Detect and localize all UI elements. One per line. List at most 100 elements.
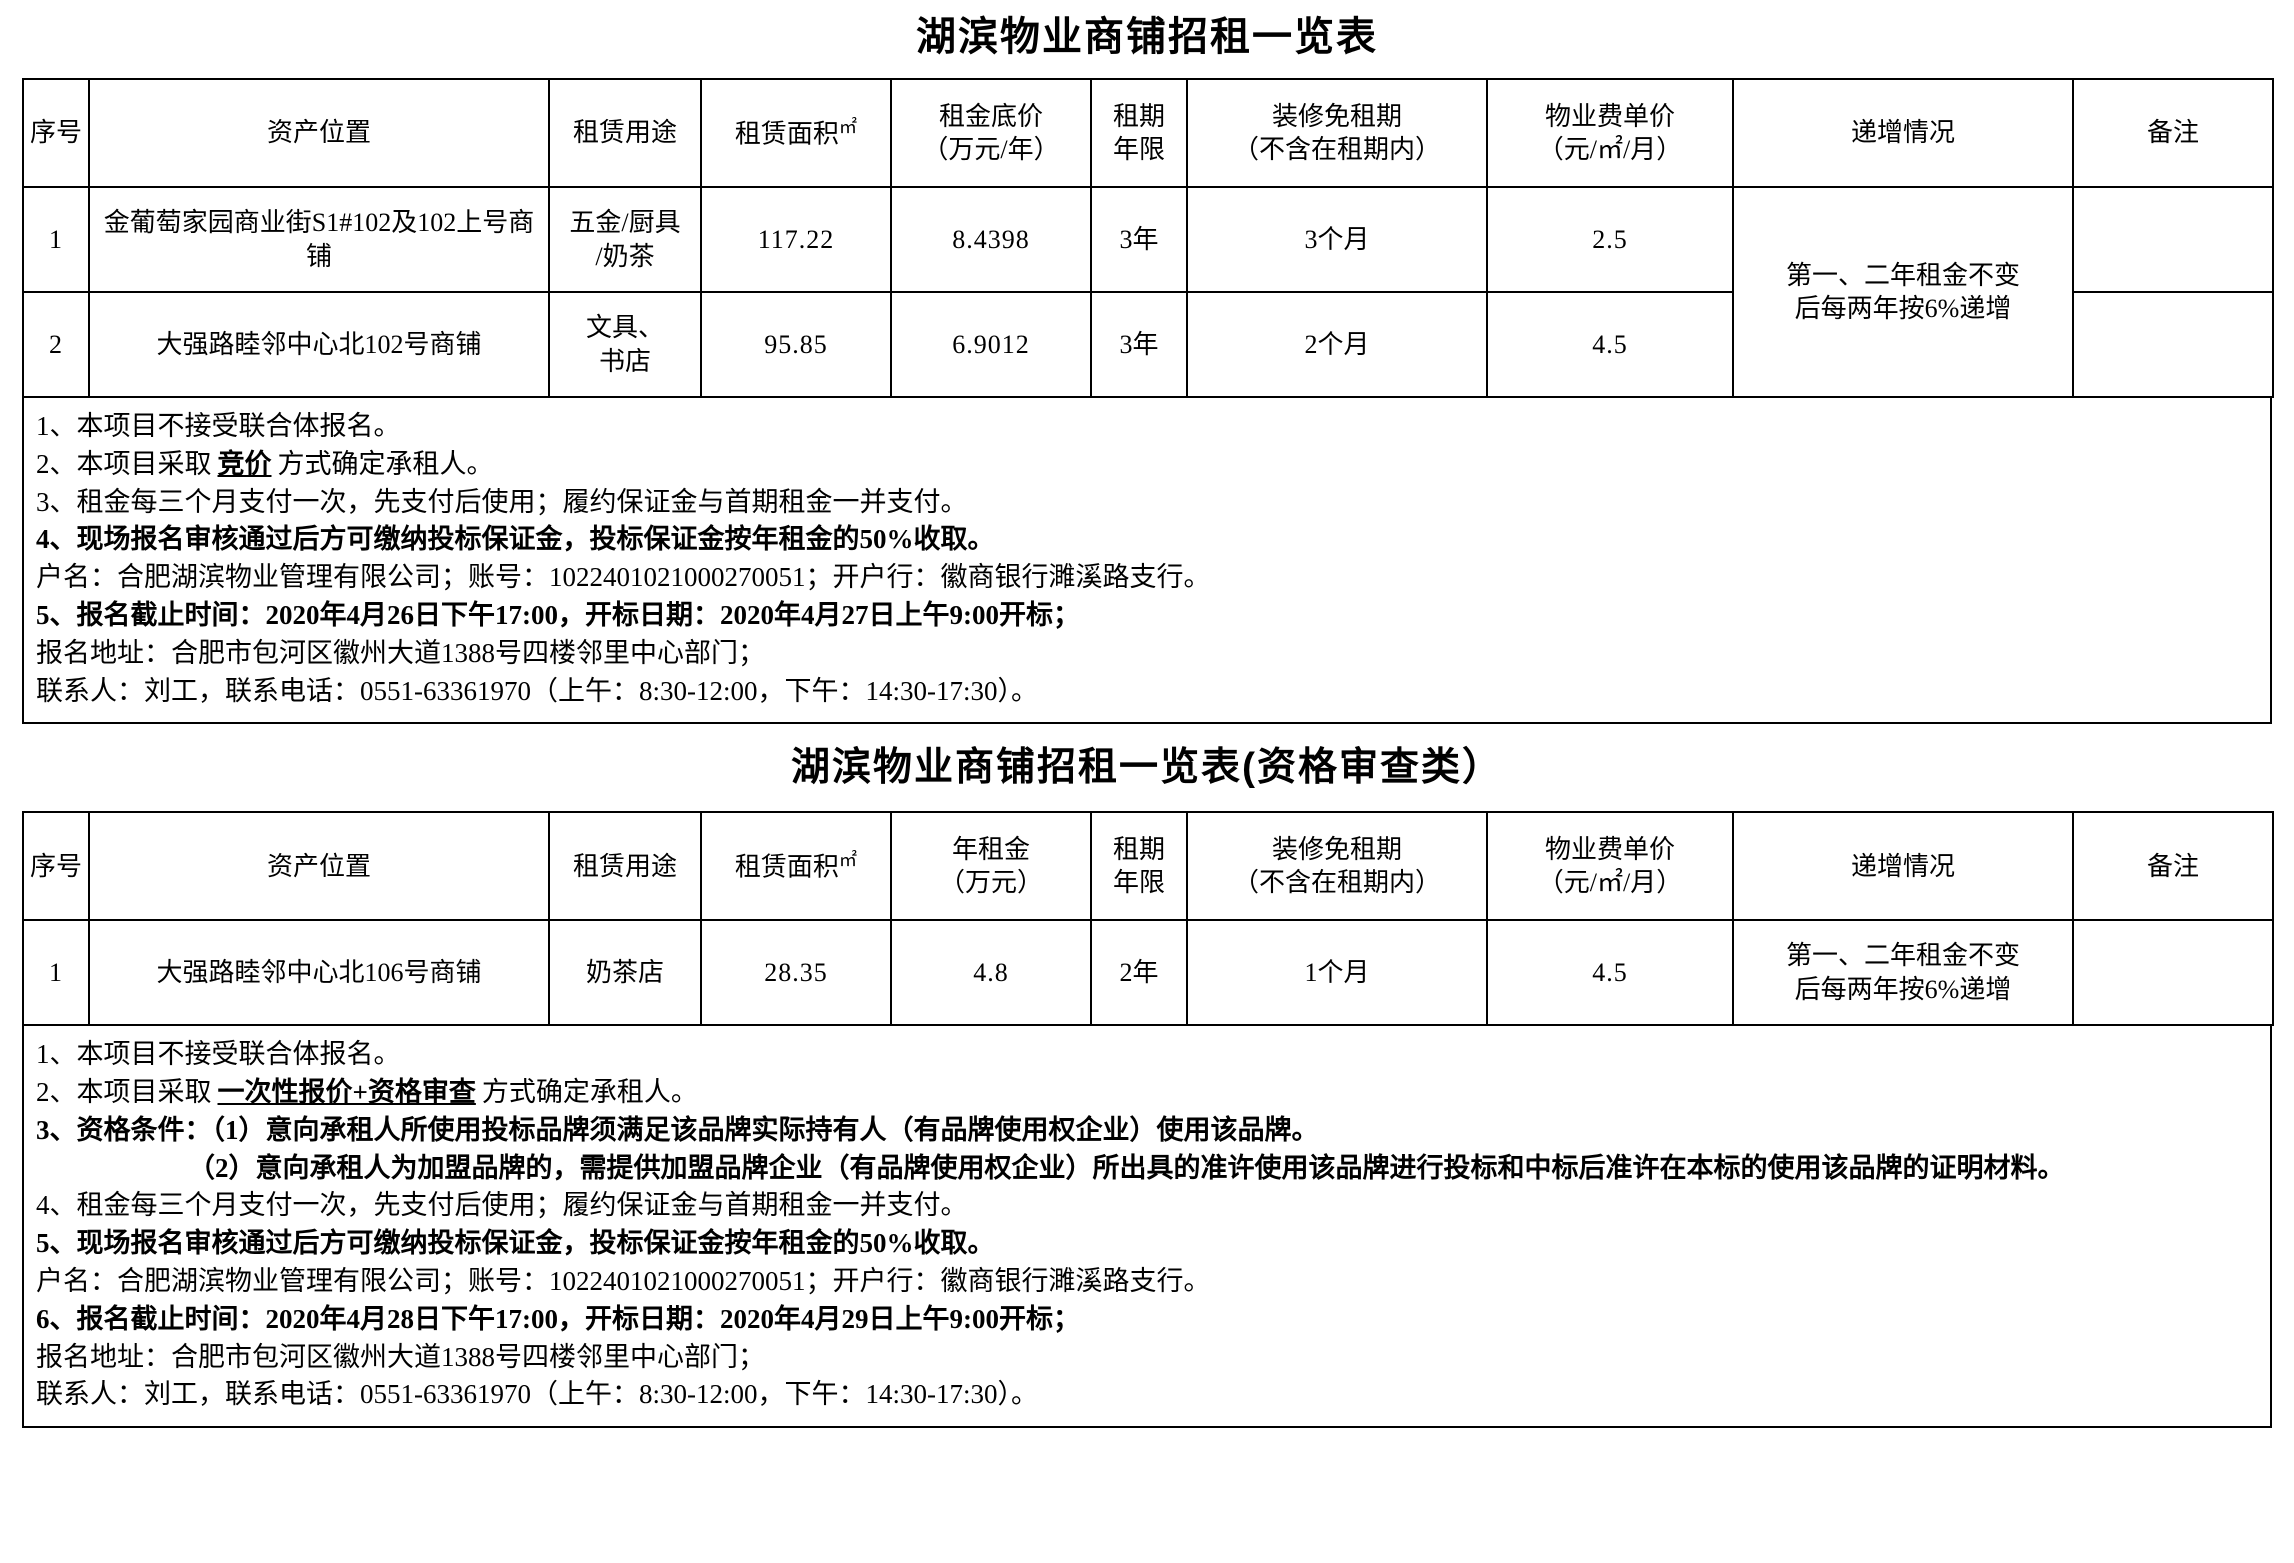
note-line: 4、现场报名审核通过后方可缴纳投标保证金，投标保证金按年租金的50%收取。 [36, 524, 995, 555]
th-free-period: 装修免租期 （不含在租期内） [1186, 78, 1488, 188]
th-rent-line2: （万元） [938, 868, 1043, 898]
note-line: 5、报名截止时间：2020年4月26日下午17:00，开标日期：2020年4月2… [36, 599, 1080, 630]
th-term-line1: 租期 [1112, 834, 1165, 864]
cell-use: 奶茶店 [548, 919, 702, 1027]
th-fee-line1: 物业费单价 [1544, 834, 1675, 864]
cell-increase-merged: 第一、二年租金不变 后每两年按6%递增 [1732, 186, 2074, 398]
note-suffix: 方式确定承租人。 [277, 448, 494, 479]
th-fee-line1: 物业费单价 [1544, 101, 1675, 131]
th-rent-line1: 年租金 [951, 834, 1030, 864]
cell-remark [2072, 919, 2274, 1027]
th-rent: 年租金 （万元） [890, 811, 1092, 922]
note-prefix: 2、本项目采取 [36, 448, 212, 479]
th-area: 租赁面积㎡ [700, 811, 892, 922]
th-location: 资产位置 [88, 811, 550, 922]
cell-increase-line1: 第一、二年租金不变 [1785, 941, 2020, 971]
note-line: 报名地址：合肥市包河区徽州大道1388号四楼邻里中心部门； [36, 1341, 765, 1372]
th-term-line2: 年限 [1112, 868, 1165, 898]
cell-area: 95.85 [700, 291, 892, 398]
th-rent-line2: （万元/年） [922, 135, 1060, 164]
cell-area: 28.35 [700, 919, 892, 1027]
cell-remark [2072, 291, 2274, 398]
note-line: 2、本项目采取 竞价 方式确定承租人。 [36, 446, 2258, 484]
cell-use-line1: 五金/厨具 [569, 208, 681, 238]
th-area-label: 租赁面积 [734, 852, 839, 882]
note-line: 3、资格条件：（1）意向承租人所使用投标品牌须满足该品牌实际持有人（有品牌使用权… [36, 1114, 1319, 1145]
note-underlined-method: 竞价 [217, 448, 272, 479]
note-line: （2）意向承租人为加盟品牌的，需提供加盟品牌企业（有品牌使用权企业）所出具的准许… [188, 1152, 2065, 1183]
th-term: 租期 年限 [1090, 78, 1188, 188]
th-area-unit: ㎡ [838, 116, 858, 137]
notes-block-2: 1、本项目不接受联合体报名。 2、本项目采取 一次性报价+资格审查 方式确定承租人。… [22, 1026, 2272, 1429]
th-no: 序号 [22, 78, 90, 188]
th-free-line2: （不含在租期内） [1232, 135, 1441, 164]
note-line: 6、报名截止时间：2020年4月28日下午17:00，开标日期：2020年4月2… [36, 1303, 1080, 1334]
th-area-unit: ㎡ [838, 849, 858, 870]
cell-use: 五金/厨具/奶茶 [548, 186, 702, 293]
th-remark: 备注 [2072, 811, 2274, 922]
cell-use-line2: 书店 [598, 346, 651, 376]
notes-block-1: 1、本项目不接受联合体报名。 2、本项目采取 竞价 方式确定承租人。 3、租金每三个… [22, 398, 2272, 725]
th-term: 租期 年限 [1090, 811, 1188, 922]
cell-rent: 8.4398 [890, 186, 1092, 293]
note-line: 1、本项目不接受联合体报名。 [36, 1039, 401, 1070]
th-increase: 递增情况 [1732, 78, 2074, 188]
note-line: 5、现场报名审核通过后方可缴纳投标保证金，投标保证金按年租金的50%收取。 [36, 1228, 995, 1259]
cell-no: 1 [22, 186, 90, 293]
th-fee-line2: （元/㎡/月） [1537, 868, 1683, 898]
note-line: 户名：合肥湖滨物业管理有限公司；账号：1022401021000270051；开… [36, 1266, 1211, 1296]
cell-rent: 4.8 [890, 919, 1092, 1027]
note-line: 联系人：刘工，联系电话：0551-63361970（上午：8:30-12:00，… [36, 675, 1038, 706]
cell-no: 1 [22, 919, 90, 1027]
cell-term: 2年 [1090, 919, 1188, 1027]
th-term-line2: 年限 [1112, 135, 1165, 164]
page-title-2: 湖滨物业商铺招租一览表(资格审查类） [791, 746, 1503, 790]
table-header-row: 序号 资产位置 租赁用途 租赁面积㎡ 租金底价 （万元/年） 租期 年限 装修免租期… [22, 78, 2274, 188]
note-line: 报名地址：合肥市包河区徽州大道1388号四楼邻里中心部门； [36, 637, 765, 668]
th-location: 资产位置 [88, 78, 550, 188]
rental-table-1: 序号 资产位置 租赁用途 租赁面积㎡ 租金底价 （万元/年） 租期 年限 装修免租期… [22, 78, 2274, 398]
cell-increase-line2: 后每两年按6%递增 [1794, 294, 2012, 323]
table-row: 1 大强路睦邻中心北106号商铺 奶茶店 28.35 4.8 2年 1个月 4.… [22, 919, 2274, 1027]
cell-remark [2072, 186, 2274, 293]
table-header-row: 序号 资产位置 租赁用途 租赁面积㎡ 年租金 （万元） 租期 年限 装修免租期 （不含… [22, 811, 2274, 922]
th-property-fee: 物业费单价 （元/㎡/月） [1486, 78, 1734, 188]
th-free-period: 装修免租期 （不含在租期内） [1186, 811, 1488, 922]
cell-free-period: 1个月 [1186, 919, 1488, 1027]
cell-location: 金葡萄家园商业街S1#102及102上号商铺 [88, 186, 550, 293]
cell-free-period: 2个月 [1186, 291, 1488, 398]
th-free-line2: （不含在租期内） [1232, 868, 1441, 898]
cell-property-fee: 4.5 [1486, 919, 1734, 1027]
page-title-1: 湖滨物业商铺招租一览表 [916, 15, 1378, 59]
cell-use-line2: /奶茶 [595, 241, 655, 271]
cell-location: 大强路睦邻中心北102号商铺 [88, 291, 550, 398]
note-underlined-method: 一次性报价+资格审查 [217, 1077, 476, 1108]
cell-increase-line1: 第一、二年租金不变 [1785, 260, 2020, 290]
cell-property-fee: 2.5 [1486, 186, 1734, 293]
cell-area: 117.22 [700, 186, 892, 293]
cell-no: 2 [22, 291, 90, 398]
table-row: 2 大强路睦邻中心北102号商铺 文具、 书店 95.85 6.9012 3年 2… [22, 291, 2274, 398]
table-row: 1 金葡萄家园商业街S1#102及102上号商铺 五金/厨具/奶茶 117.22… [22, 186, 2274, 398]
note-line: 1、本项目不接受联合体报名。 [36, 411, 401, 441]
note-line: 联系人：刘工，联系电话：0551-63361970（上午：8:30-12:00，… [36, 1379, 1038, 1410]
th-property-fee: 物业费单价 （元/㎡/月） [1486, 811, 1734, 922]
th-area: 租赁面积㎡ [700, 78, 892, 188]
th-rent-line1: 租金底价 [938, 101, 1043, 131]
note-prefix: 2、本项目采取 [36, 1077, 212, 1108]
rental-table-2: 序号 资产位置 租赁用途 租赁面积㎡ 年租金 （万元） 租期 年限 装修免租期 （不含… [22, 811, 2274, 1027]
th-area-label: 租赁面积 [734, 119, 839, 149]
th-use: 租赁用途 [548, 78, 702, 188]
cell-use-line1: 文具、 [585, 313, 664, 343]
th-free-line1: 装修免租期 [1271, 101, 1402, 131]
th-remark: 备注 [2072, 78, 2274, 188]
th-use: 租赁用途 [548, 811, 702, 922]
th-free-line1: 装修免租期 [1271, 834, 1402, 864]
th-fee-line2: （元/㎡/月） [1537, 135, 1683, 164]
cell-use: 文具、 书店 [548, 291, 702, 398]
cell-increase: 第一、二年租金不变 后每两年按6%递增 [1732, 919, 2074, 1027]
cell-location: 大强路睦邻中心北106号商铺 [88, 919, 550, 1027]
cell-term: 3年 [1090, 291, 1188, 398]
note-suffix: 方式确定承租人。 [481, 1077, 698, 1108]
